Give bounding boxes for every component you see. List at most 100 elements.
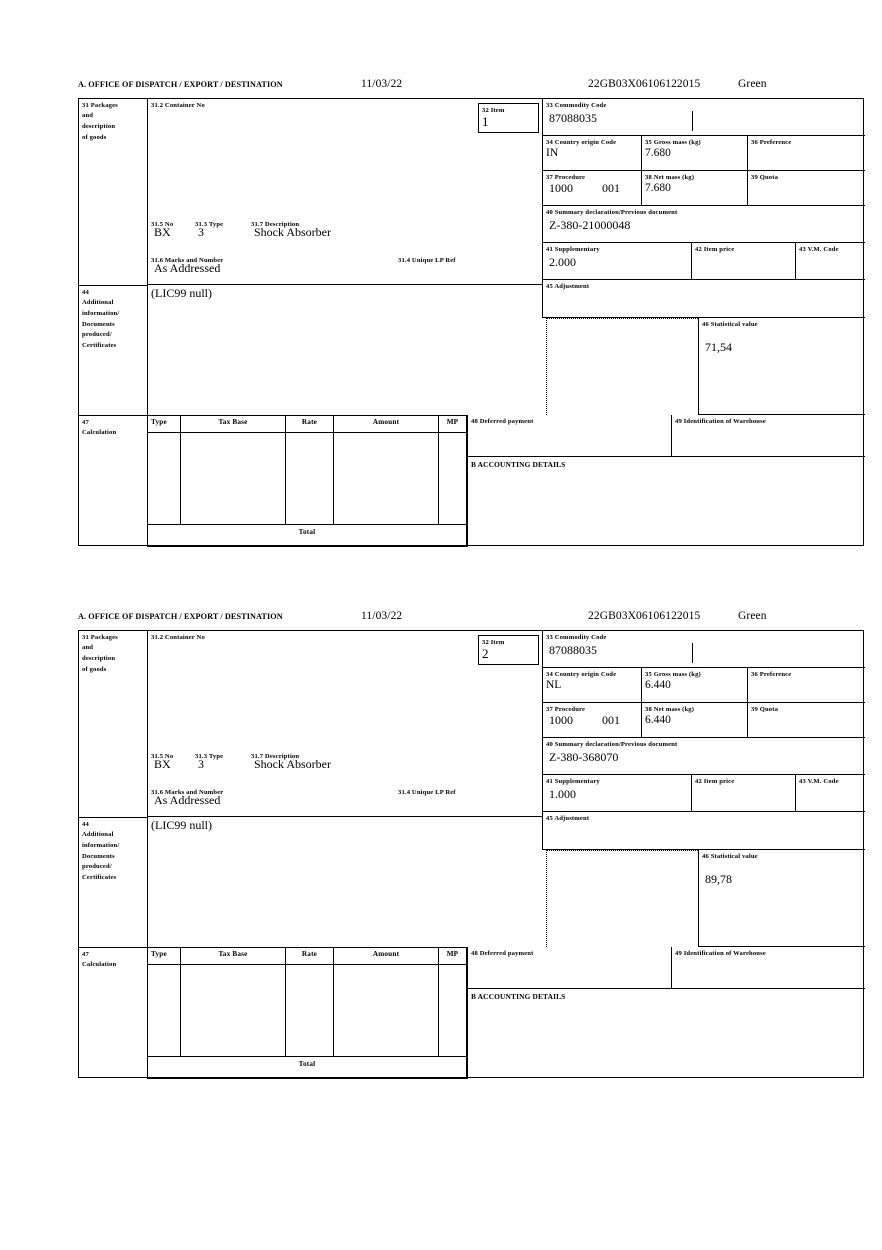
form-body: 31 Packages and description of goods 31.… <box>78 98 865 547</box>
col-taxbase-label: Tax Base <box>218 418 248 426</box>
box-44-label-line-2: Additional <box>82 831 114 839</box>
commodity-code-value: 87088035 <box>549 642 597 657</box>
box-38-net-mass[interactable]: 38 Net mass (kg) 6.440 <box>642 703 748 738</box>
office-of-dispatch-label: A. OFFICE OF DISPATCH / EXPORT / DESTINA… <box>78 80 283 89</box>
box-44-additional-information[interactable]: (LIC99 null) <box>148 817 542 947</box>
box-47-cell-amount[interactable] <box>334 965 439 1057</box>
box-45-dotted-subarea <box>546 318 698 415</box>
box-39-label: 39 Quota <box>751 705 779 713</box>
box-41-supplementary[interactable]: 41 Supplementary 1.000 <box>542 775 692 812</box>
box-47-cell-taxbase[interactable] <box>181 433 286 525</box>
box-47-cell-type[interactable] <box>148 433 181 525</box>
box-42-item-price[interactable]: 42 Item price <box>692 775 796 812</box>
box-44-additional-information[interactable]: (LIC99 null) <box>148 285 542 415</box>
box-36-preference[interactable]: 36 Preference <box>748 668 865 703</box>
box-34-country-origin[interactable]: 34 Country origin Code NL <box>542 668 642 703</box>
box-48-label: 48 Deferred payment <box>471 949 534 957</box>
box-45-adjustment[interactable]: 45 Adjustment <box>542 280 865 318</box>
box-31-5-label: 31.5 No <box>151 220 174 228</box>
box-44-label-line-1: 44 <box>82 288 89 296</box>
box-32-item[interactable]: 32 Item 2 <box>478 635 538 665</box>
box-44-label-line-6: Certificates <box>82 874 117 882</box>
declaration-date: 11/03/22 <box>361 78 403 90</box>
box-47-col-type-header: Type <box>148 415 181 433</box>
box-39-quota[interactable]: 39 Quota <box>748 171 865 206</box>
box-b-accounting-details[interactable]: B ACCOUNTING DETAILS <box>467 457 865 547</box>
box-31-label-line-3: description <box>82 654 116 662</box>
box-43-label: 43 V.M. Code <box>799 777 839 785</box>
movement-reference-number: 22GB03X06106122015 <box>588 78 701 90</box>
box-47-cell-rate[interactable] <box>286 433 334 525</box>
box-46-statistical-value[interactable]: 46 Statistical value 89,78 <box>698 850 865 947</box>
box-40-label: 40 Summary declaration/Previous document <box>546 740 678 748</box>
box-36-label: 36 Preference <box>751 138 792 146</box>
box-49-warehouse-identification[interactable]: 49 Identification of Warehouse <box>672 947 865 989</box>
box-47-cell-type[interactable] <box>148 965 181 1057</box>
box-37-procedure[interactable]: 37 Procedure 1000 001 <box>542 171 642 206</box>
box-48-deferred-payment[interactable]: 48 Deferred payment <box>467 415 672 457</box>
box-31-4-label: 31.4 Unique LP Ref <box>398 788 456 796</box>
total-label: Total <box>298 528 316 536</box>
box-38-label: 38 Net mass (kg) <box>645 705 695 713</box>
box-40-previous-document[interactable]: 40 Summary declaration/Previous document… <box>542 738 865 775</box>
box-31-6-4-row[interactable]: 31.6 Marks and Number 31.4 Unique LP Ref… <box>148 254 542 285</box>
box-34-label: 34 Country origin Code <box>546 138 617 146</box>
box-43-vm-code[interactable]: 43 V.M. Code <box>796 775 865 812</box>
box-49-warehouse-identification[interactable]: 49 Identification of Warehouse <box>672 415 865 457</box>
box-38-net-mass[interactable]: 38 Net mass (kg) 7.680 <box>642 171 748 206</box>
box-42-item-price[interactable]: 42 Item price <box>692 243 796 280</box>
box-39-quota[interactable]: 39 Quota <box>748 703 865 738</box>
box-48-deferred-payment[interactable]: 48 Deferred payment <box>467 947 672 989</box>
box-31-5-label: 31.5 No <box>151 752 174 760</box>
box-b-accounting-details[interactable]: B ACCOUNTING DETAILS <box>467 989 865 1079</box>
box-35-gross-mass[interactable]: 35 Gross mass (kg) 7.680 <box>642 136 748 171</box>
supplementary-value: 2.000 <box>549 254 576 269</box>
form-header: A. OFFICE OF DISPATCH / EXPORT / DESTINA… <box>78 610 864 630</box>
box-44-label-line-4: Documents <box>82 320 115 328</box>
box-31-5-3-7-row[interactable]: 31.5 No 31.3 Type 31.7 Description BX 3 … <box>148 750 542 786</box>
box-47-col-taxbase-header: Tax Base <box>181 415 286 433</box>
box-46-label: 46 Statistical value <box>702 852 758 860</box>
box-37-label: 37 Procedure <box>546 173 586 181</box>
gross-mass-value: 7.680 <box>645 146 671 159</box>
packages-type-value: 3 <box>198 225 204 239</box>
box-47-cell-mp[interactable] <box>439 433 467 525</box>
box-45-adjustment[interactable]: 45 Adjustment <box>542 812 865 850</box>
box-31-6-label: 31.6 Marks and Number <box>151 788 224 796</box>
box-32-item[interactable]: 32 Item 1 <box>478 103 538 133</box>
box-46-statistical-value[interactable]: 46 Statistical value 71,54 <box>698 318 865 415</box>
box-31-label-column: 31 Packages and description of goods <box>79 99 148 285</box>
box-49-label: 49 Identification of Warehouse <box>675 417 766 425</box>
box-31-label-line-2: and <box>82 112 94 120</box>
box-b-label: B ACCOUNTING DETAILS <box>471 992 566 1001</box>
box-35-gross-mass[interactable]: 35 Gross mass (kg) 6.440 <box>642 668 748 703</box>
box-31-2-container-no[interactable]: 31.2 Container No <box>148 631 542 750</box>
box-31-7-label: 31.7 Description <box>251 752 300 760</box>
box-31-6-label: 31.6 Marks and Number <box>151 256 224 264</box>
box-44-label-line-3: information/ <box>82 841 120 849</box>
col-type-label: Type <box>151 950 167 958</box>
box-31-5-3-7-row[interactable]: 31.5 No 31.3 Type 31.7 Description BX 3 … <box>148 218 542 254</box>
box-34-country-origin[interactable]: 34 Country origin Code IN <box>542 136 642 171</box>
box-33-commodity-code[interactable]: 33 Commodity Code 87088035 <box>542 631 865 668</box>
country-origin-code-value: NL <box>546 678 562 691</box>
box-36-preference[interactable]: 36 Preference <box>748 136 865 171</box>
box-47-cell-amount[interactable] <box>334 433 439 525</box>
box-42-label: 42 Item price <box>695 245 735 253</box>
box-43-vm-code[interactable]: 43 V.M. Code <box>796 243 865 280</box>
box-47-col-taxbase-header: Tax Base <box>181 947 286 965</box>
box-31-2-container-no[interactable]: 31.2 Container No <box>148 99 542 218</box>
statistical-value-value: 89,78 <box>705 871 732 886</box>
box-33-commodity-code[interactable]: 33 Commodity Code 87088035 <box>542 99 865 136</box>
box-40-previous-document[interactable]: 40 Summary declaration/Previous document… <box>542 206 865 243</box>
box-44-label-line-4: Documents <box>82 852 115 860</box>
box-31-6-4-row[interactable]: 31.6 Marks and Number 31.4 Unique LP Ref… <box>148 786 542 817</box>
country-origin-code-value: IN <box>546 146 559 159</box>
box-47-cell-rate[interactable] <box>286 965 334 1057</box>
box-47-cell-mp[interactable] <box>439 965 467 1057</box>
box-41-supplementary[interactable]: 41 Supplementary 2.000 <box>542 243 692 280</box>
box-47-cell-taxbase[interactable] <box>181 965 286 1057</box>
box-37-procedure[interactable]: 37 Procedure 1000 001 <box>542 703 642 738</box>
box-44-label-line-3: information/ <box>82 309 120 317</box>
